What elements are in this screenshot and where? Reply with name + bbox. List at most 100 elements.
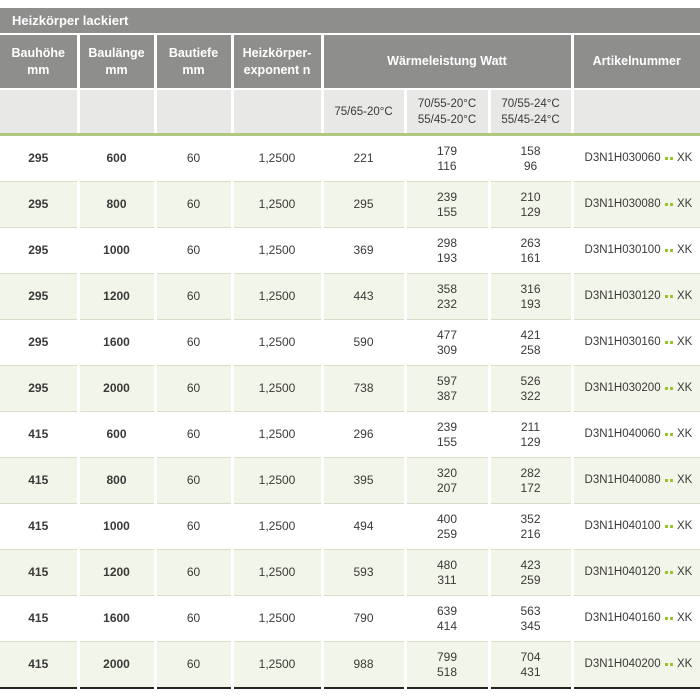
- subheader-empty-cell: [232, 89, 324, 136]
- watt-value-line: 258: [520, 342, 541, 357]
- col-header-heizkoerper-exponent: Heizkörper- exponent n: [232, 35, 324, 90]
- cell-heizkoerper-exponent: 1,2500: [232, 457, 324, 504]
- watt-value-line: 155: [436, 434, 458, 449]
- cell-watt-75-65-20: 790: [322, 595, 407, 642]
- watt-value-line: 210: [520, 189, 541, 204]
- cell-artikelnummer: D3N1H030200 XK: [572, 365, 700, 412]
- cell-baulaenge: 600: [78, 134, 157, 182]
- cell-watt-70-55-20: 239 155: [405, 411, 491, 458]
- artikel-code: D3N1H040080: [584, 474, 661, 486]
- cell-baulaenge: 1200: [78, 273, 157, 320]
- table-row: 415 1600 60 1,2500 790 639 414 563 345 D3N1H04016…: [0, 595, 700, 642]
- cell-heizkoerper-exponent: 1,2500: [232, 411, 324, 458]
- color-variant-dots-icon: [664, 473, 673, 488]
- cell-bauhoehe: 415: [0, 411, 80, 458]
- cell-bauhoehe: 295: [0, 319, 80, 366]
- cell-heizkoerper-exponent: 1,2500: [232, 365, 324, 412]
- cell-bautiefe: 60: [155, 411, 234, 458]
- artikel-code: D3N1H030080: [584, 198, 661, 210]
- color-variant-dots-icon: [664, 427, 673, 442]
- cell-bautiefe: 60: [155, 227, 234, 274]
- color-variant-dots-icon: [664, 335, 673, 350]
- table-row: 415 800 60 1,2500 395 320 207 282 172 D3N1H040080…: [0, 457, 700, 504]
- cell-watt-75-65-20: 590: [322, 319, 407, 366]
- watt-value-line: 282: [520, 465, 541, 480]
- subheader-line: 55/45-24°C: [501, 113, 560, 126]
- col-header-line: Bautiefe: [168, 45, 219, 60]
- artikel-code: D3N1H040160: [584, 612, 661, 624]
- cell-bauhoehe: 415: [0, 503, 80, 550]
- watt-value-line: 179: [436, 143, 458, 158]
- cell-artikelnummer: D3N1H040060 XK: [572, 411, 700, 458]
- cell-artikelnummer: D3N1H040160 XK: [572, 595, 700, 642]
- color-variant-dots-icon: [664, 519, 673, 534]
- col-header-line: Heizkörper-: [242, 45, 312, 60]
- watt-value-line: 423: [520, 557, 541, 572]
- cell-baulaenge: 800: [78, 457, 157, 504]
- watt-value-line: 480: [436, 557, 458, 572]
- cell-watt-70-55-20: 298 193: [405, 227, 491, 274]
- watt-value-line: 352: [520, 511, 541, 526]
- watt-value-line: 387: [436, 388, 458, 403]
- cell-baulaenge: 1600: [78, 595, 157, 642]
- cell-watt-70-55-24: 563 345: [489, 595, 574, 642]
- col-header-artikelnummer: Artikelnummer: [572, 35, 700, 90]
- watt-value-line: 320: [436, 465, 458, 480]
- cell-bauhoehe: 295: [0, 365, 80, 412]
- table-row: 295 600 60 1,2500 221 179 116 158 96 D3N1H030060 …: [0, 134, 700, 182]
- cell-watt-75-65-20: 988: [322, 641, 407, 688]
- table-row: 295 1600 60 1,2500 590 477 309 421 258 D3N1H03016…: [0, 319, 700, 366]
- cell-bautiefe: 60: [155, 595, 234, 642]
- cell-heizkoerper-exponent: 1,2500: [232, 273, 324, 320]
- color-variant-dots-icon: [664, 197, 673, 212]
- cell-bauhoehe: 295: [0, 134, 80, 182]
- artikel-suffix: XK: [677, 566, 693, 578]
- watt-value-line: 316: [520, 281, 541, 296]
- cell-artikelnummer: D3N1H040200 XK: [572, 641, 700, 688]
- watt-value-line: 129: [520, 204, 541, 219]
- table-row: 415 2000 60 1,2500 988 799 518 704 431 D3N1H04020…: [0, 641, 700, 688]
- cell-watt-70-55-20: 320 207: [405, 457, 491, 504]
- cell-watt-75-65-20: 593: [322, 549, 407, 596]
- cell-heizkoerper-exponent: 1,2500: [232, 134, 324, 182]
- artikel-suffix: XK: [677, 474, 693, 486]
- cell-bautiefe: 60: [155, 319, 234, 366]
- cell-baulaenge: 1000: [78, 503, 157, 550]
- subheader-temp-75-65: 75/65-20°C: [322, 89, 407, 136]
- watt-value-line: 96: [523, 158, 538, 173]
- col-header-bauhoehe: Bauhöhe mm: [0, 35, 80, 90]
- watt-value-line: 431: [520, 664, 541, 679]
- watt-value-line: 239: [436, 419, 458, 434]
- col-header-line: Bauhöhe: [11, 45, 65, 60]
- watt-value-line: 129: [520, 434, 541, 449]
- subheader-line: 55/45-20°C: [417, 113, 477, 126]
- artikel-code: D3N1H040100: [584, 520, 661, 532]
- cell-watt-75-65-20: 395: [322, 457, 407, 504]
- cell-artikelnummer: D3N1H040100 XK: [572, 503, 700, 550]
- watt-value-line: 232: [436, 296, 458, 311]
- subheader-empty-cell: [78, 89, 157, 136]
- watt-value-line: 211: [520, 419, 541, 434]
- cell-baulaenge: 1000: [78, 227, 157, 274]
- watt-value-line: 639: [436, 603, 458, 618]
- watt-value-line: 298: [436, 235, 458, 250]
- cell-watt-70-55-24: 423 259: [489, 549, 574, 596]
- cell-watt-70-55-20: 358 232: [405, 273, 491, 320]
- watt-value-line: 239: [436, 189, 458, 204]
- subheader-empty-cell: [155, 89, 234, 136]
- cell-watt-75-65-20: 494: [322, 503, 407, 550]
- color-variant-dots-icon: [664, 565, 673, 580]
- color-variant-dots-icon: [664, 243, 673, 258]
- cell-watt-70-55-24: 263 161: [489, 227, 574, 274]
- artikel-code: D3N1H040200: [584, 658, 661, 670]
- header-row: Bauhöhe mm Baulänge mm Bautiefe mm Heizk…: [0, 35, 700, 90]
- subheader-empty-cell: [572, 89, 700, 136]
- table-row: 295 1000 60 1,2500 369 298 193 263 161 D3N1H03010…: [0, 227, 700, 274]
- artikel-suffix: XK: [677, 658, 693, 670]
- watt-value-line: 421: [520, 327, 541, 342]
- artikel-code: D3N1H030060: [584, 152, 661, 164]
- cell-artikelnummer: D3N1H030100 XK: [572, 227, 700, 274]
- watt-value-line: 158: [520, 143, 541, 158]
- watt-value-line: 563: [520, 603, 541, 618]
- cell-baulaenge: 600: [78, 411, 157, 458]
